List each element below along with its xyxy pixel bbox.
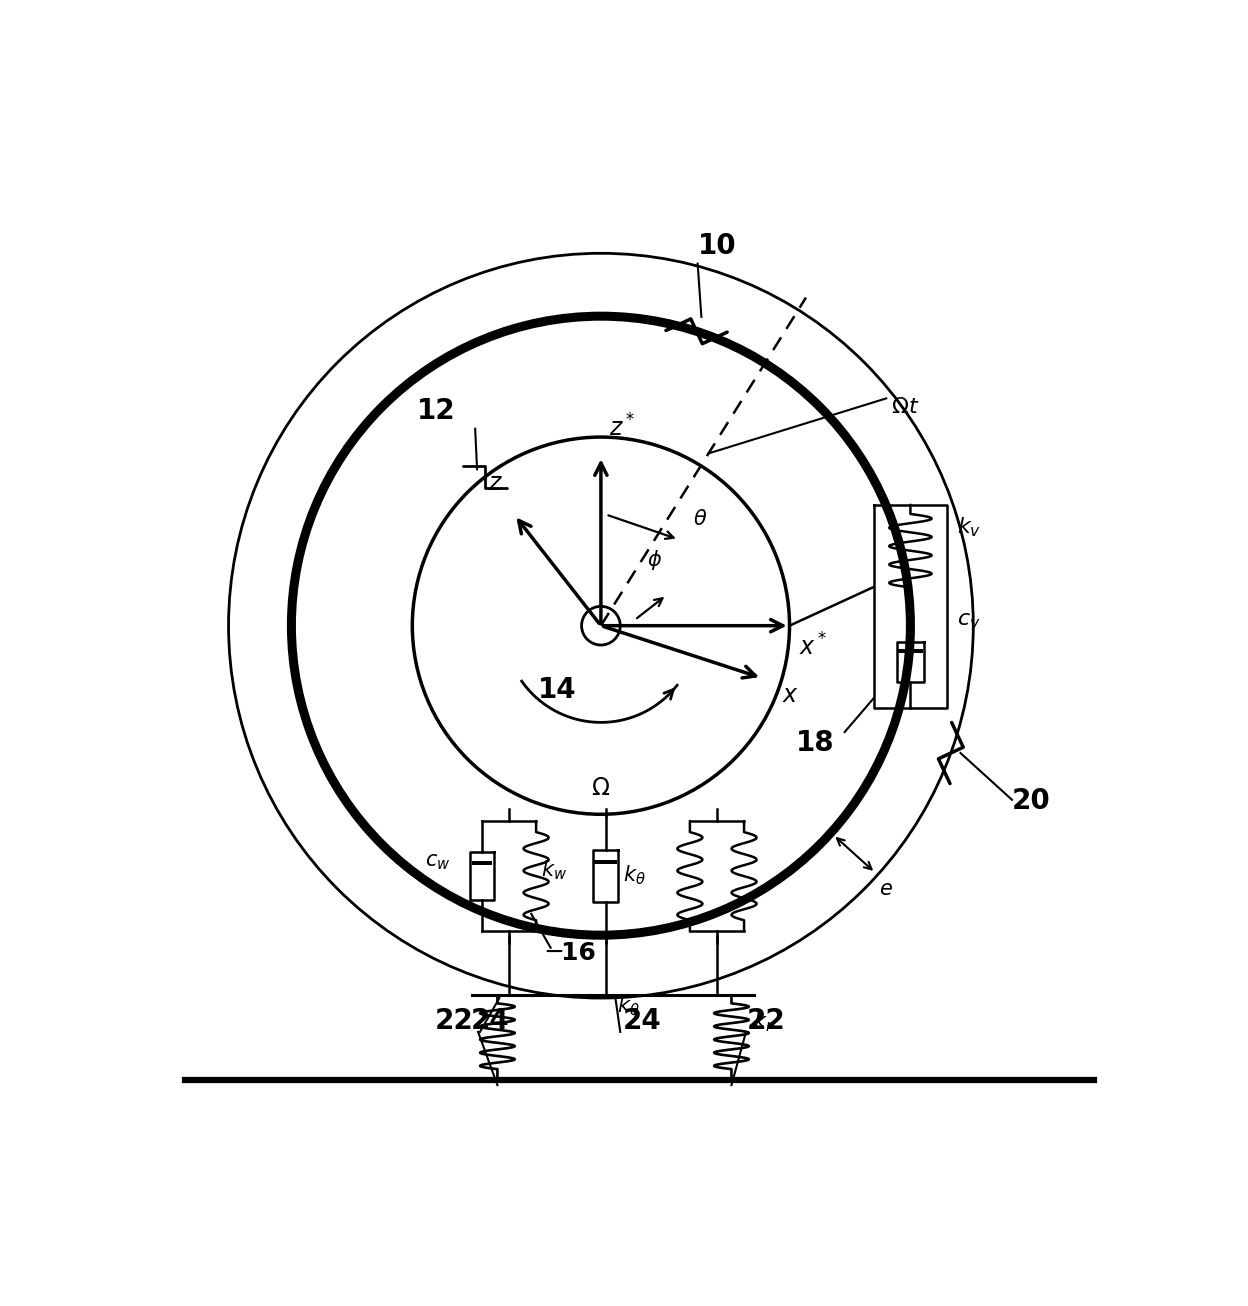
Text: $k_\theta$: $k_\theta$ [618, 995, 640, 1019]
Text: ─16: ─16 [545, 942, 595, 965]
Text: 12: 12 [417, 397, 456, 424]
Text: $k_w$: $k_w$ [540, 858, 567, 882]
Text: $x^*$: $x^*$ [799, 633, 827, 661]
Text: $\theta$: $\theta$ [693, 508, 708, 529]
Text: $k_\theta$: $k_\theta$ [623, 863, 646, 887]
Text: 22: 22 [434, 1007, 473, 1034]
Text: $\phi$: $\phi$ [648, 547, 663, 572]
Text: 18: 18 [796, 730, 835, 757]
Text: $e$: $e$ [879, 879, 894, 899]
Text: 24: 24 [623, 1007, 661, 1034]
Text: $c_v$: $c_v$ [957, 611, 981, 631]
Text: 24: 24 [470, 1007, 509, 1034]
Text: $k_v$: $k_v$ [957, 516, 981, 539]
Text: 10: 10 [698, 232, 736, 260]
Text: $x$: $x$ [782, 683, 799, 707]
Text: $c_w$: $c_w$ [424, 852, 451, 872]
Text: $z^*$: $z^*$ [609, 415, 635, 441]
Text: 14: 14 [538, 677, 577, 704]
Text: $z$: $z$ [488, 471, 503, 495]
Text: 22: 22 [748, 1007, 786, 1034]
Text: 20: 20 [1012, 788, 1051, 815]
Text: $\Omega t$: $\Omega t$ [891, 397, 920, 417]
Text: $k_r$: $k_r$ [753, 1010, 774, 1033]
Text: $\Omega$: $\Omega$ [592, 776, 610, 799]
